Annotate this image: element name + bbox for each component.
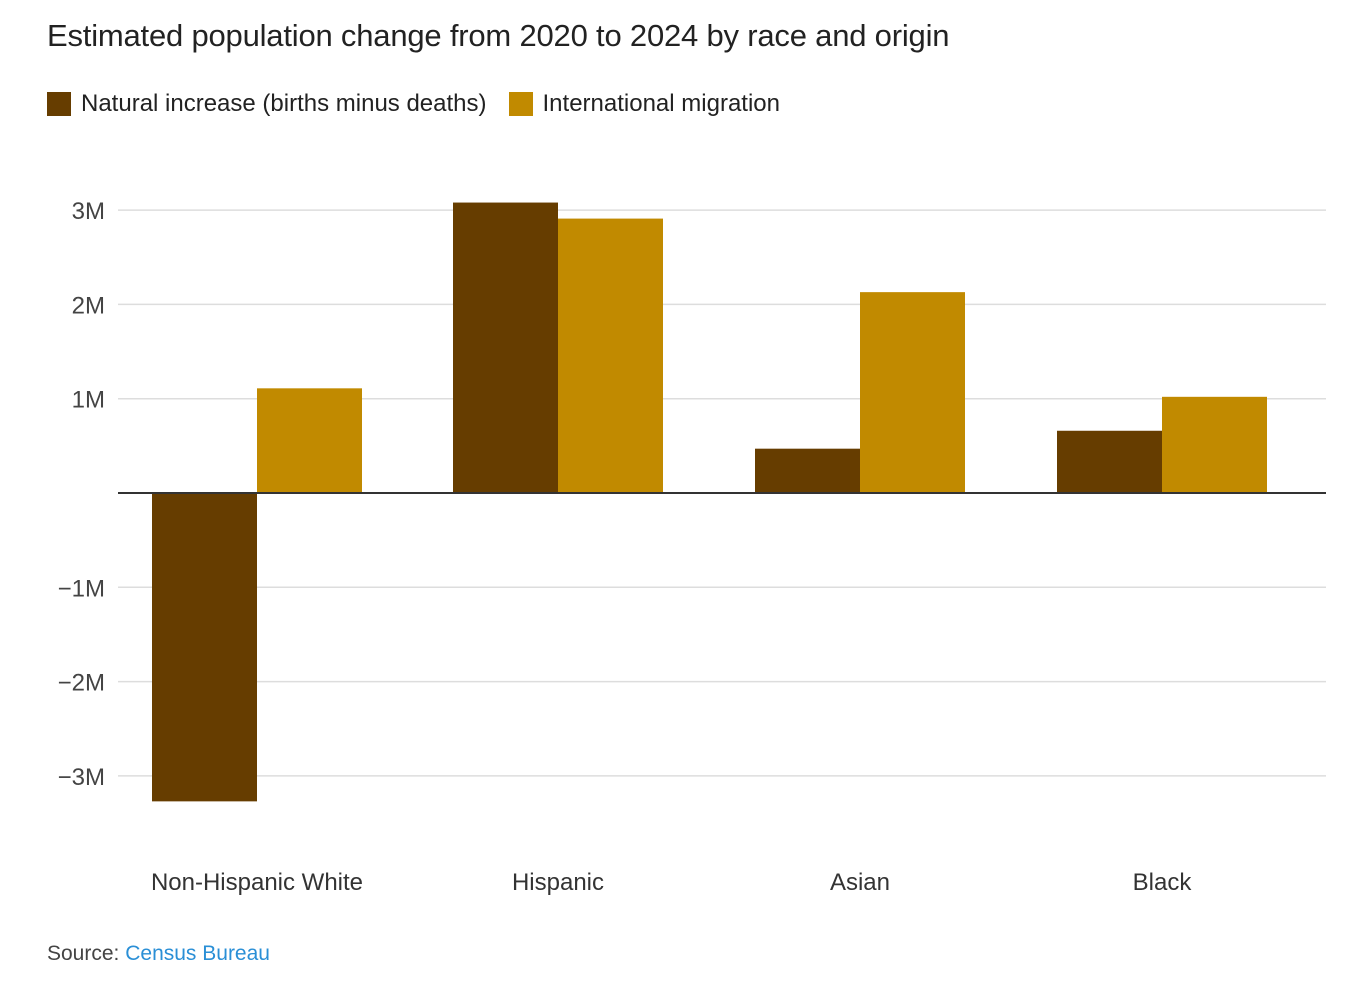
bar-chart: 3M 2M 1M −1M −2M −3M Non-Hispanic White Hispani… bbox=[58, 198, 1326, 896]
source-link[interactable]: Census Bureau bbox=[125, 942, 270, 965]
legend-label-natural-increase: Natural increase (births minus deaths) bbox=[81, 90, 487, 117]
y-tick-label: 1M bbox=[72, 387, 105, 414]
y-tick-label: −3M bbox=[58, 764, 105, 791]
bar-natural-increase bbox=[1057, 430, 1162, 493]
y-tick-label: −2M bbox=[58, 670, 105, 697]
x-category-label: Non-Hispanic White bbox=[151, 869, 363, 896]
bar-international-migration bbox=[257, 388, 362, 493]
bar-international-migration bbox=[860, 292, 965, 493]
legend-item-international-migration: International migration bbox=[508, 90, 780, 118]
y-tick-label: 2M bbox=[72, 292, 105, 319]
chart-title: Estimated population change from 2020 to… bbox=[47, 18, 950, 53]
bar-natural-increase bbox=[453, 202, 558, 493]
x-category-label: Hispanic bbox=[512, 869, 604, 896]
source-note: Source: Census Bureau bbox=[47, 942, 270, 966]
legend: Natural increase (births minus deaths) I… bbox=[47, 90, 802, 118]
bar-international-migration bbox=[1162, 396, 1267, 493]
x-category-label: Asian bbox=[830, 869, 890, 896]
bar-international-migration bbox=[558, 218, 663, 493]
x-category-label: Black bbox=[1133, 869, 1193, 896]
legend-swatch-international-migration bbox=[508, 92, 533, 116]
legend-item-natural-increase: Natural increase (births minus deaths) bbox=[47, 90, 487, 118]
bar-natural-increase bbox=[755, 448, 860, 493]
legend-label-international-migration: International migration bbox=[542, 90, 780, 117]
source-label: Source: bbox=[47, 942, 126, 965]
legend-swatch-natural-increase bbox=[47, 92, 71, 116]
y-tick-label: −1M bbox=[58, 575, 105, 602]
bar-natural-increase bbox=[152, 493, 257, 802]
y-tick-label: 3M bbox=[72, 198, 105, 225]
